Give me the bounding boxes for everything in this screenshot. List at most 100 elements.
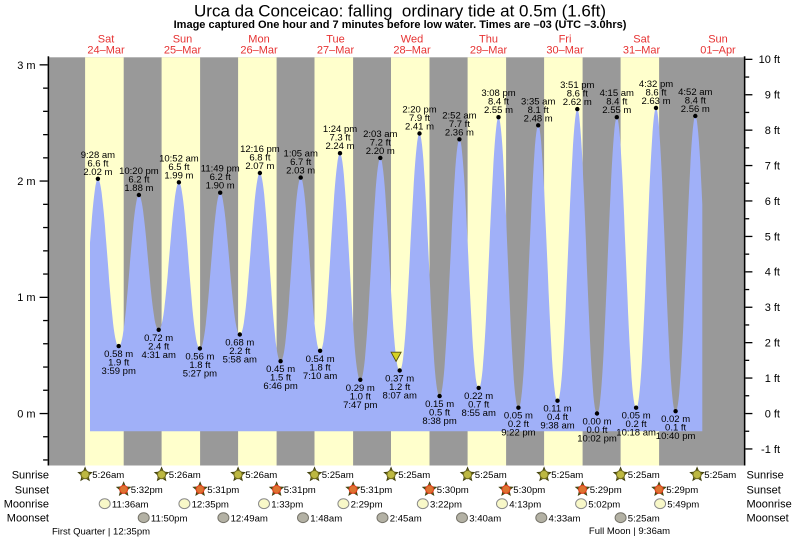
svg-text:2.03 m: 2.03 m [286,166,315,177]
svg-text:2.55 m: 2.55 m [602,105,631,116]
svg-text:6.2 ft: 6.2 ft [210,172,231,183]
svg-text:11:36am: 11:36am [112,499,149,510]
svg-text:0.58 m: 0.58 m [104,349,133,360]
svg-text:01–Apr: 01–Apr [700,44,736,56]
svg-text:5:58 am: 5:58 am [223,355,257,366]
svg-text:8:55 am: 8:55 am [462,408,496,419]
svg-text:2:20 pm: 2:20 pm [402,105,436,116]
svg-text:5:25am: 5:25am [398,470,430,481]
svg-text:Full Moon | 9:36am: Full Moon | 9:36am [589,526,670,537]
svg-text:5:25am: 5:25am [704,470,736,481]
svg-text:6 ft: 6 ft [765,196,780,208]
svg-text:5:29pm: 5:29pm [666,485,698,496]
svg-text:0.11 m: 0.11 m [543,404,571,415]
svg-text:0.56 m: 0.56 m [185,351,214,362]
svg-text:4:13pm: 4:13pm [509,499,541,510]
svg-text:1.0 ft: 1.0 ft [350,391,371,402]
svg-text:10:02 pm: 10:02 pm [577,434,617,445]
svg-text:7.2 ft: 7.2 ft [370,137,391,148]
svg-text:4:31 am: 4:31 am [142,350,176,361]
svg-text:2.02 m: 2.02 m [83,167,112,178]
svg-text:25–Mar: 25–Mar [164,44,202,56]
svg-text:7:10 am: 7:10 am [303,371,337,382]
svg-text:Sunset: Sunset [747,484,781,496]
svg-text:Thu: Thu [479,33,498,45]
svg-text:5:27 pm: 5:27 pm [183,368,217,379]
svg-text:Moonrise: Moonrise [747,499,792,511]
svg-text:0.5 ft: 0.5 ft [429,408,450,419]
svg-text:1.2 ft: 1.2 ft [389,382,410,393]
svg-text:6.5 ft: 6.5 ft [168,162,189,173]
svg-text:Sat: Sat [98,33,115,45]
svg-text:8.6 ft: 8.6 ft [567,89,588,100]
svg-text:8.1 ft: 8.1 ft [528,105,549,116]
svg-text:1.90 m: 1.90 m [206,181,235,192]
svg-text:0.7 ft: 0.7 ft [468,399,489,410]
svg-text:5:31pm: 5:31pm [207,485,239,496]
svg-text:5:25am: 5:25am [322,470,354,481]
svg-text:-1 ft: -1 ft [761,444,780,456]
svg-text:5:31pm: 5:31pm [284,485,316,496]
svg-text:Moonset: Moonset [747,513,789,525]
svg-text:26–Mar: 26–Mar [240,44,278,56]
svg-text:3:08 pm: 3:08 pm [481,88,515,99]
svg-text:2.24 m: 2.24 m [325,141,354,152]
svg-text:8:38 pm: 8:38 pm [422,416,456,427]
svg-text:5:25am: 5:25am [551,470,583,481]
svg-text:3:22pm: 3:22pm [430,499,462,510]
svg-text:1.88 m: 1.88 m [124,183,153,194]
svg-text:1 ft: 1 ft [765,373,780,385]
svg-text:2.4 ft: 2.4 ft [148,341,169,352]
svg-text:2:03 am: 2:03 am [363,129,397,140]
svg-text:11:50pm: 11:50pm [151,513,188,524]
svg-text:0.0 ft: 0.0 ft [586,425,607,436]
svg-text:9 ft: 9 ft [765,90,780,102]
svg-text:12:49am: 12:49am [231,513,268,524]
svg-text:Sat: Sat [633,33,650,45]
svg-text:3 ft: 3 ft [765,302,780,314]
svg-text:0.15 m: 0.15 m [425,399,454,410]
svg-text:5:29pm: 5:29pm [590,485,622,496]
svg-text:6.7 ft: 6.7 ft [290,157,311,168]
svg-text:5:30pm: 5:30pm [513,485,545,496]
svg-text:2:45am: 2:45am [390,513,422,524]
svg-text:3:35 am: 3:35 am [521,96,555,107]
svg-text:0.2 ft: 0.2 ft [626,419,647,430]
svg-text:5:25am: 5:25am [628,513,660,524]
svg-text:0.22 m: 0.22 m [464,391,493,402]
svg-text:0.05 m: 0.05 m [622,411,651,422]
svg-text:4 ft: 4 ft [765,267,780,279]
svg-text:Tue: Tue [326,33,345,45]
svg-text:Wed: Wed [401,33,423,45]
svg-text:3:40am: 3:40am [469,513,501,524]
svg-text:9:38 am: 9:38 am [540,421,574,432]
svg-text:6.8 ft: 6.8 ft [249,153,270,164]
svg-text:0.00 m: 0.00 m [582,417,611,428]
svg-text:3:59 pm: 3:59 pm [102,366,136,377]
svg-text:0.68 m: 0.68 m [225,338,254,349]
svg-text:Sun: Sun [173,33,193,45]
svg-text:2.36 m: 2.36 m [445,127,474,138]
svg-text:1:05 am: 1:05 am [284,149,318,160]
svg-text:4:32 pm: 4:32 pm [639,79,673,90]
svg-text:8:07 am: 8:07 am [383,391,417,402]
svg-text:9:22 pm: 9:22 pm [501,428,535,439]
svg-text:0.45 m: 0.45 m [266,364,295,375]
svg-text:7.9 ft: 7.9 ft [409,113,430,124]
svg-text:2:29pm: 2:29pm [351,499,383,510]
svg-text:1 m: 1 m [17,292,35,304]
svg-text:1.9 ft: 1.9 ft [108,358,129,369]
svg-text:5:25am: 5:25am [628,470,660,481]
svg-text:6.6 ft: 6.6 ft [87,158,108,169]
svg-text:5:26am: 5:26am [92,470,124,481]
svg-text:Sunrise: Sunrise [12,470,49,482]
svg-text:0.72 m: 0.72 m [144,333,173,344]
svg-text:Image captured One hour and 7: Image captured One hour and 7 minutes be… [174,19,627,31]
svg-text:10:52 am: 10:52 am [159,153,199,164]
svg-text:0.29 m: 0.29 m [346,383,375,394]
svg-text:11:49 pm: 11:49 pm [201,164,240,175]
svg-text:0.2 ft: 0.2 ft [508,419,529,430]
svg-text:5:31pm: 5:31pm [360,485,392,496]
svg-text:Moonrise: Moonrise [4,499,49,511]
svg-text:0 m: 0 m [17,408,35,420]
